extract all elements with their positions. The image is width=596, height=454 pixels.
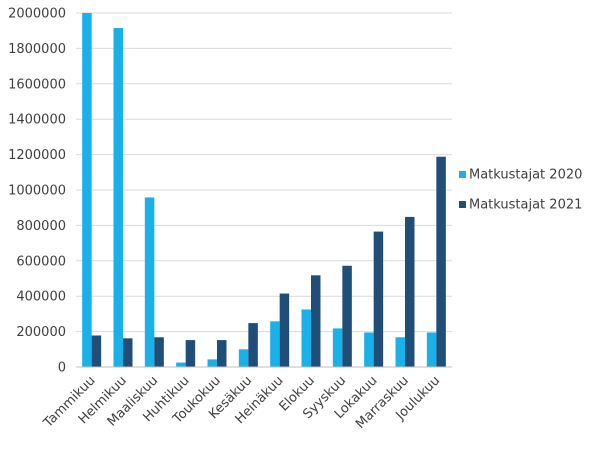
bar-matkustajat-2021 xyxy=(185,340,196,367)
bar-matkustajat-2020 xyxy=(113,28,123,367)
bar-matkustajat-2020 xyxy=(144,197,155,367)
bar-matkustajat-2021 xyxy=(342,265,352,367)
y-tick-label: 2000000 xyxy=(8,7,66,22)
bar-matkustajat-2020 xyxy=(301,309,311,367)
y-tick-label: 1800000 xyxy=(8,42,66,57)
y-tick-label: 1400000 xyxy=(8,113,66,128)
y-tick-label: 1600000 xyxy=(8,77,66,92)
legend-label: Matkustajat 2021 xyxy=(469,198,582,213)
legend: Matkustajat 2020 Matkustajat 2021 xyxy=(459,168,582,213)
y-axis-tick-labels: 0 200000 400000 600000 800000 1000000 1200000 1… xyxy=(8,7,66,376)
y-tick-label: 600000 xyxy=(16,254,66,269)
bar-matkustajat-2020 xyxy=(238,349,249,367)
legend-swatch xyxy=(459,201,466,208)
bars xyxy=(82,13,446,367)
x-axis-category-labels: TammikuuHelmikuuMaaliskuuHuhtikuuToukoku… xyxy=(40,373,443,432)
bar-matkustajat-2021 xyxy=(311,275,321,367)
bar-matkustajat-2021 xyxy=(405,216,415,367)
bar-matkustajat-2020 xyxy=(270,321,280,367)
bar-matkustajat-2021 xyxy=(154,337,164,367)
bar-matkustajat-2020 xyxy=(426,332,437,367)
bar-matkustajat-2021 xyxy=(373,231,384,367)
bar-matkustajat-2020 xyxy=(207,359,217,367)
y-tick-label: 200000 xyxy=(16,325,66,340)
bar-matkustajat-2021 xyxy=(436,156,446,367)
bar-matkustajat-2021 xyxy=(123,338,133,367)
y-tick-label: 400000 xyxy=(16,290,66,305)
bar-matkustajat-2021 xyxy=(279,293,290,367)
y-tick-label: 0 xyxy=(58,361,66,376)
legend-label: Matkustajat 2020 xyxy=(469,168,582,183)
bar-matkustajat-2020 xyxy=(176,362,186,367)
bar-matkustajat-2020 xyxy=(332,328,343,367)
bar-matkustajat-2021 xyxy=(91,335,102,367)
bar-matkustajat-2020 xyxy=(364,332,374,367)
y-tick-label: 1000000 xyxy=(8,184,66,199)
gridlines xyxy=(76,12,452,333)
bar-matkustajat-2021 xyxy=(248,323,258,367)
bar-matkustajat-2021 xyxy=(217,340,227,367)
y-tick-label: 800000 xyxy=(16,219,66,234)
y-tick-label: 1200000 xyxy=(8,148,66,163)
legend-swatch xyxy=(459,171,466,178)
bar-matkustajat-2020 xyxy=(395,337,405,367)
bar-matkustajat-2020 xyxy=(82,13,92,367)
